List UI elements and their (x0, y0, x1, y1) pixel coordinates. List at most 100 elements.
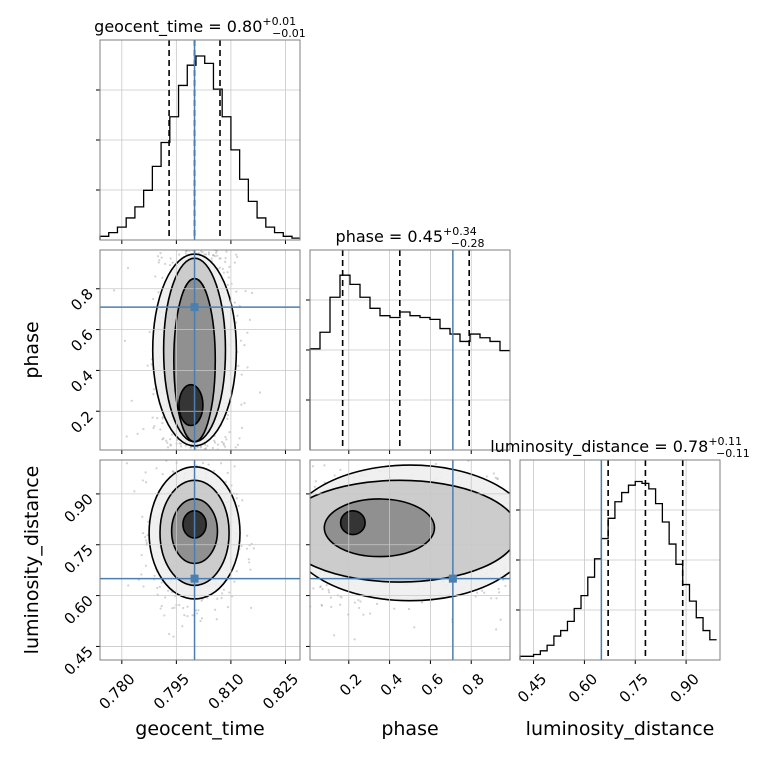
pair-geocent-time-vs-phase-point (152, 393, 155, 396)
pair-geocent-time-vs-luminosity-distance-point (225, 441, 227, 443)
pair-geocent-time-vs-luminosity-distance-point (233, 465, 236, 468)
pair-geocent-time-vs-phase-point (236, 443, 239, 446)
pair-geocent-time-vs-luminosity-distance-point (141, 515, 144, 518)
pair-geocent-time-vs-phase-point (215, 251, 218, 254)
pair-geocent-time-vs-phase-point (150, 363, 153, 366)
pair-phase-vs-luminosity-distance-point (352, 435, 354, 437)
pair-geocent-time-vs-luminosity-distance-truth-marker (190, 574, 199, 583)
pair-phase-vs-luminosity-distance-grid (310, 460, 510, 660)
pair-geocent-time-vs-phase-point (224, 257, 227, 260)
pair-geocent-time-vs-phase-point (246, 366, 249, 369)
pair-geocent-time-vs-luminosity-distance-yticklabel-3: 0.90 (60, 490, 96, 526)
pair-geocent-time-vs-phase-point (189, 446, 192, 449)
pair-geocent-time-vs-phase-point (243, 344, 246, 347)
pair-geocent-time-vs-luminosity-distance-point (160, 581, 163, 584)
pair-geocent-time-vs-luminosity-distance-grid (100, 460, 300, 660)
pair-geocent-time-vs-luminosity-distance-point (224, 480, 227, 483)
pair-phase-vs-luminosity-distance-point (468, 457, 470, 459)
pair-geocent-time-vs-phase-point (160, 256, 163, 259)
title-luminosity-distance: luminosity_distance = 0.78+0.11 −0.11 (490, 435, 750, 460)
pair-geocent-time-vs-luminosity-distance-point (196, 612, 199, 615)
pair-geocent-time-vs-phase-body (113, 250, 262, 450)
pair-geocent-time-vs-phase-point (243, 401, 246, 405)
pair-geocent-time-vs-phase-point (126, 266, 130, 270)
pair-geocent-time-vs-luminosity-distance-point (144, 535, 147, 539)
pair-phase-vs-luminosity-distance-point (386, 443, 388, 445)
pair-geocent-time-vs-luminosity-distance-point (173, 606, 176, 609)
pair-geocent-time-vs-luminosity-distance-point (153, 574, 156, 577)
pair-geocent-time-vs-luminosity-distance-yticklabel-0: 0.45 (60, 643, 96, 679)
pair-phase-vs-luminosity-distance-xticklabel-1: 0.4 (377, 670, 407, 700)
pair-geocent-time-vs-phase-point (226, 283, 229, 286)
pair-geocent-time-vs-phase-point (206, 444, 209, 447)
pair-geocent-time-vs-phase-point (161, 276, 164, 279)
pair-phase-vs-luminosity-distance-point (393, 607, 396, 610)
pair-geocent-time-vs-phase-point (222, 271, 225, 274)
pair-geocent-time-vs-luminosity-distance-point (216, 597, 219, 600)
pair-geocent-time-vs-luminosity-distance-point (170, 452, 172, 454)
pair-geocent-time-vs-luminosity-distance-point (241, 499, 244, 502)
pair-geocent-time-vs-phase-point (179, 442, 183, 445)
pair-geocent-time-vs-luminosity-distance-point (164, 596, 167, 599)
pair-geocent-time-vs-phase-yticklabel-3: 0.8 (67, 285, 97, 315)
pair-geocent-time-vs-luminosity-distance-point (140, 553, 143, 557)
pair-geocent-time-vs-phase-point (161, 422, 164, 425)
pair-phase-vs-luminosity-distance-point (314, 480, 318, 483)
pair-geocent-time-vs-phase-point (210, 257, 213, 260)
pair-geocent-time-vs-luminosity-distance-point (197, 609, 200, 612)
pair-geocent-time-vs-phase-point (161, 417, 164, 420)
pair-phase-vs-luminosity-distance-xticklabel-2: 0.6 (418, 670, 448, 700)
pair-geocent-time-vs-luminosity-distance-point (226, 456, 228, 458)
pair-phase-vs-luminosity-distance-point (353, 638, 356, 641)
title-phase-minus: −0.28 (451, 237, 485, 250)
pair-phase-vs-luminosity-distance-point (496, 477, 499, 481)
marginal-phase-ticks (306, 299, 472, 454)
pair-geocent-time-vs-phase-point (151, 416, 154, 419)
pair-phase-vs-luminosity-distance-point (470, 456, 472, 458)
pair-geocent-time-vs-phase-point (148, 330, 151, 334)
pair-geocent-time-vs-luminosity-distance-body (125, 441, 255, 638)
pair-geocent-time-vs-phase-point (204, 253, 208, 256)
pair-geocent-time-vs-luminosity-distance-point (186, 614, 189, 618)
pair-geocent-time-vs-luminosity-distance-point (199, 619, 202, 623)
pair-phase-vs-luminosity-distance-point (339, 468, 342, 471)
pair-phase-vs-luminosity-distance-point (490, 597, 493, 600)
pair-phase-vs-luminosity-distance-point (499, 618, 502, 621)
pair-geocent-time-vs-phase-point (180, 445, 183, 448)
marginal-phase-histogram (309, 274, 510, 450)
x-axis-label-geocent-time: geocent_time (135, 718, 264, 740)
pair-phase-vs-luminosity-distance-contour-3 (339, 510, 366, 536)
pair-phase-vs-luminosity-distance-point (330, 605, 333, 608)
pair-geocent-time-vs-luminosity-distance-point (222, 588, 225, 591)
pair-geocent-time-vs-luminosity-distance-point (245, 547, 249, 550)
pair-geocent-time-vs-phase-point (236, 255, 239, 258)
pair-geocent-time-vs-phase-point (225, 250, 228, 253)
pair-geocent-time-vs-phase-point (211, 446, 214, 450)
pair-geocent-time-vs-phase-point (152, 426, 155, 430)
pair-phase-vs-luminosity-distance-point (407, 607, 411, 611)
pair-phase-vs-luminosity-distance-point (358, 606, 361, 610)
pair-geocent-time-vs-phase-point (215, 250, 218, 253)
pair-geocent-time-vs-phase-density-3 (178, 384, 203, 426)
marginal-luminosity-distance-histogram (519, 480, 717, 660)
pair-geocent-time-vs-luminosity-distance-point (167, 589, 170, 592)
pair-geocent-time-vs-phase-point (169, 444, 173, 447)
pair-geocent-time-vs-phase-point (240, 426, 244, 429)
pair-geocent-time-vs-phase-frame (99, 249, 301, 451)
pair-geocent-time-vs-phase-point (226, 414, 230, 417)
pair-geocent-time-vs-phase-point (169, 443, 172, 446)
pair-geocent-time-vs-phase-point (157, 291, 160, 294)
pair-geocent-time-vs-phase-point (211, 254, 215, 257)
pair-geocent-time-vs-luminosity-distance-point (144, 564, 147, 567)
pair-geocent-time-vs-phase-point (200, 250, 203, 253)
pair-geocent-time-vs-phase-point (235, 290, 238, 293)
pair-phase-vs-luminosity-distance-point (311, 465, 314, 468)
pair-geocent-time-vs-luminosity-distance-point (220, 462, 223, 465)
pair-phase-vs-luminosity-distance-point (497, 587, 500, 591)
pair-geocent-time-vs-luminosity-distance-point (214, 608, 217, 611)
pair-geocent-time-vs-luminosity-distance-point (249, 568, 252, 571)
pair-geocent-time-vs-luminosity-distance-point (220, 596, 223, 600)
marginal-geocent-time-histogram (99, 55, 300, 240)
pair-geocent-time-vs-luminosity-distance-point (172, 457, 174, 459)
pair-geocent-time-vs-luminosity-distance-yticklabel-2: 0.75 (60, 541, 96, 577)
